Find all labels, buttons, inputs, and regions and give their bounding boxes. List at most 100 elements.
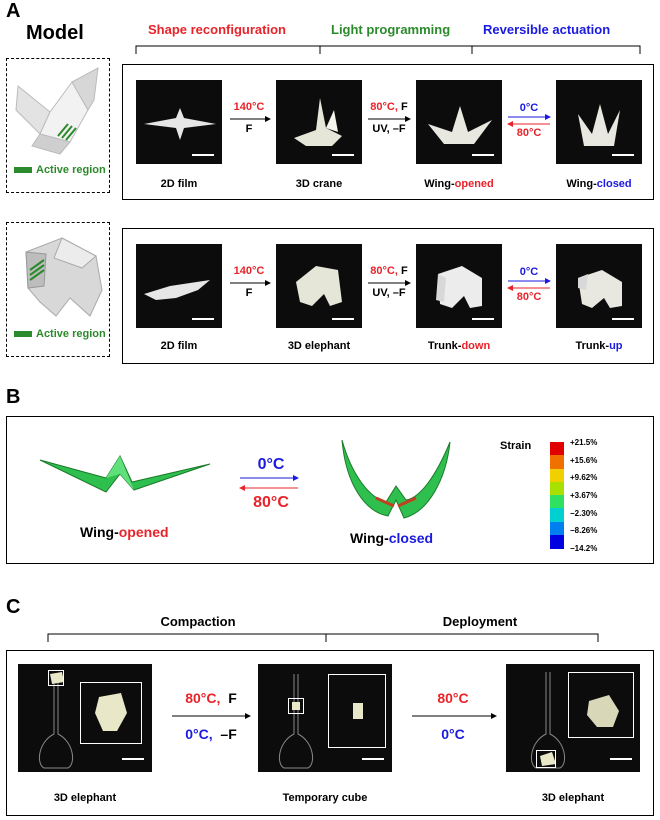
- active-region-label: Active region: [36, 164, 106, 176]
- caption-3d-elephant: 3D elephant: [541, 792, 605, 804]
- strain-tick-label: +9.62%: [570, 473, 598, 483]
- cond-f: F: [400, 101, 408, 113]
- caption-state-up: up: [609, 340, 623, 352]
- crane-model-box: [6, 58, 110, 193]
- caption-2d-film: 2D film: [160, 340, 198, 352]
- strain-color-segment: [550, 508, 564, 522]
- caption-3d-elephant: 3D elephant: [287, 340, 351, 352]
- caption-prefix: Trunk-: [427, 340, 462, 352]
- wing-closed-label: Wing-closed: [350, 530, 433, 546]
- zoom-inset: [328, 674, 386, 748]
- photo-3d-elephant-deployed: [506, 664, 640, 772]
- panel-b-letter: B: [6, 386, 21, 408]
- zoom-inset: [80, 682, 142, 744]
- photo-temporary-cube-flask: [258, 664, 392, 772]
- active-region-label: Active region: [36, 328, 106, 340]
- elephant-model-box: [6, 222, 110, 357]
- cond-80c: 80°C,: [370, 265, 398, 277]
- photo-3d-crane: [276, 80, 362, 164]
- cond-f: F: [245, 287, 253, 299]
- caption-state-closed: closed: [596, 178, 632, 190]
- cond-80c-b: 80°C: [253, 494, 289, 511]
- header-brackets: [135, 45, 641, 54]
- active-region-swatch: [14, 331, 32, 337]
- caption-2d-film: 2D film: [160, 178, 198, 190]
- caption-temporary-cube: Temporary cube: [282, 792, 368, 804]
- strain-colorbar: [550, 442, 564, 549]
- label-prefix: Wing-: [80, 524, 119, 540]
- cond-140c: 140°C: [233, 265, 265, 277]
- elephant-model-illustration: [25, 237, 103, 317]
- strain-title: Strain: [500, 440, 532, 452]
- cond-0c: 0°C,: [185, 726, 213, 742]
- panel-c-box: [6, 650, 654, 816]
- caption-wing-closed: Wing-closed: [550, 178, 648, 190]
- strain-tick-label: +15.6%: [570, 455, 598, 465]
- panel-b-box: [6, 416, 654, 564]
- cond-80c: 80°C: [516, 127, 542, 139]
- cond-f: F: [228, 690, 237, 706]
- cond-80c-f: 80°C, F: [364, 101, 414, 113]
- cond-140c: 140°C: [233, 101, 265, 113]
- strain-tick-labels: +21.5% +15.6% +9.62% +3.67% −2.30% −8.26% −14.…: [570, 438, 630, 554]
- zoom-inset: [568, 672, 634, 738]
- photo-3d-elephant: [276, 244, 362, 328]
- strain-color-segment: [550, 495, 564, 509]
- cond-80c: 80°C,: [370, 101, 398, 113]
- cond-f: F: [245, 123, 253, 135]
- strain-tick-label: −14.2%: [570, 544, 598, 553]
- caption-wing-opened: Wing-opened: [410, 178, 508, 190]
- elephant-sequence-box: [122, 228, 654, 364]
- cond-f: F: [400, 265, 408, 277]
- cond-uv-minus-f: UV, –F: [372, 287, 406, 299]
- caption-prefix: Wing-: [566, 178, 597, 190]
- crane-model-illustration: [15, 67, 99, 155]
- caption-state-down: down: [461, 340, 491, 352]
- caption-3d-elephant: 3D elephant: [53, 792, 117, 804]
- cond-0c: 0°C: [519, 266, 539, 278]
- flask-highlight: [48, 670, 64, 686]
- deployment-label: Deployment: [442, 614, 518, 629]
- cond-0c: 0°C: [519, 102, 539, 114]
- strain-tick-label: −2.30%: [570, 508, 598, 518]
- strain-color-segment: [550, 442, 564, 456]
- label-state-opened: opened: [118, 524, 169, 540]
- photo-trunk-up: [556, 244, 642, 328]
- cond-80c-f: 80°C, F: [364, 265, 414, 277]
- strain-tick-label: −8.26%: [570, 526, 598, 536]
- caption-prefix: Trunk-: [575, 340, 610, 352]
- strain-color-segment: [550, 468, 564, 483]
- strain-color-segment: [550, 455, 564, 469]
- photo-2d-film-elephant: [136, 244, 222, 328]
- caption-trunk-down: Trunk-down: [410, 340, 508, 352]
- wing-opened-label: Wing-opened: [80, 524, 169, 540]
- cond-uv-minus-f: UV, –F: [372, 123, 406, 135]
- cond-minus-f: –F: [220, 726, 237, 742]
- photo-2d-film-crane: [136, 80, 222, 164]
- panel-c-brackets: [47, 633, 599, 642]
- caption-3d-crane: 3D crane: [295, 178, 343, 190]
- label-state-closed: closed: [388, 530, 434, 546]
- header-shape-reconfiguration: Shape reconfiguration: [148, 22, 286, 37]
- crane-sequence-box: [122, 64, 654, 200]
- wing-closed-simulation: [341, 439, 451, 519]
- cond1-top: 80°C, F: [168, 690, 254, 706]
- cond2-bottom: 0°C: [441, 726, 465, 742]
- photo-3d-elephant-flask: [18, 664, 152, 772]
- flask-highlight: [288, 698, 304, 714]
- photo-wing-opened: [416, 80, 502, 164]
- photo-trunk-down: [416, 244, 502, 328]
- cond1-bottom: 0°C, –F: [168, 726, 254, 742]
- caption-state-opened: opened: [454, 178, 494, 190]
- strain-color-segment: [550, 481, 564, 496]
- cond-80c: 80°C: [516, 291, 542, 303]
- cond2-top: 80°C: [437, 690, 469, 706]
- flask-highlight: [536, 750, 556, 768]
- panel-c-letter: C: [6, 596, 21, 618]
- caption-trunk-up: Trunk-up: [550, 340, 648, 352]
- label-prefix: Wing-: [350, 530, 389, 546]
- compaction-label: Compaction: [160, 614, 236, 629]
